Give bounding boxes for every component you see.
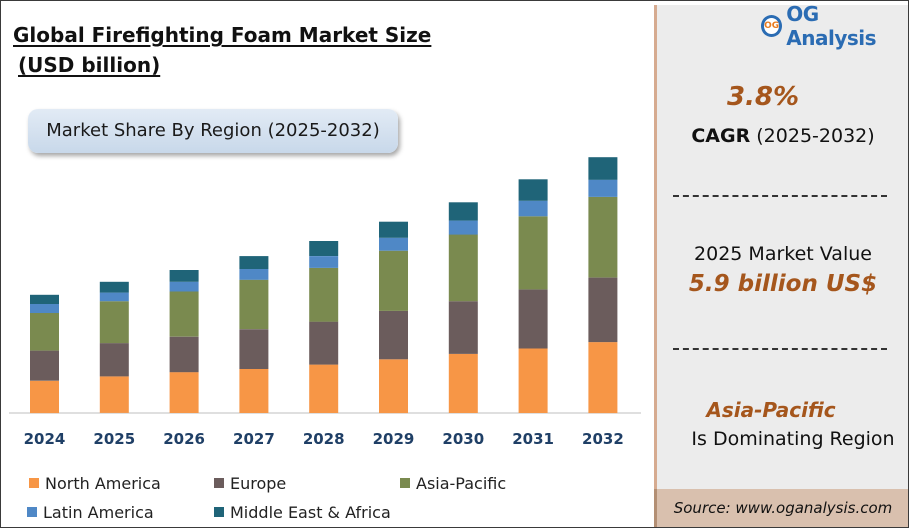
legend-swatch-north-america [29,478,39,488]
bar-latin-america-2032 [588,179,618,197]
bar-mea-2030 [448,202,478,221]
bar-europe-2031 [518,289,548,349]
bar-asia-pacific-2027 [239,279,269,330]
subtitle-banner: Market Share By Region (2025-2032) [28,109,398,153]
bar-mea-2032 [588,157,618,180]
legend-label-north-america: North America [45,473,161,493]
source-bar: Source: www.oganalysis.com [654,489,908,527]
bar-asia-pacific-2025 [99,301,129,344]
legend-item-north-america: North America [29,471,161,495]
og-analysis-logo: OG OG Analysis [761,2,908,50]
bar-latin-america-2031 [518,200,548,217]
x-tick-label-2027: 2027 [233,430,275,448]
bar-north-america-2025 [99,376,129,413]
bar-europe-2032 [588,277,618,343]
dominating-region: Asia-Pacific [706,398,836,422]
x-tick-label-2030: 2030 [442,430,484,448]
bar-north-america-2030 [448,353,478,413]
x-tick-label-2029: 2029 [373,430,415,448]
bar-north-america-2026 [169,372,199,413]
bar-europe-2026 [169,336,199,373]
legend-item-mea: Middle East & Africa [214,500,391,524]
bar-north-america-2024 [30,380,59,414]
bar-asia-pacific-2028 [309,267,339,322]
logo-name: OG Analysis [786,2,877,50]
cagr-label: CAGR (2025-2032) [657,125,908,147]
chart-unit: (USD billion) [18,53,161,77]
x-tick-label-2032: 2032 [582,430,624,448]
bar-europe-2027 [239,329,269,369]
bar-asia-pacific-2026 [169,291,199,337]
legend-swatch-asia-pacific [400,478,410,488]
bar-europe-2025 [99,343,129,377]
dominating-region-label: Is Dominating Region [691,428,895,450]
bar-mea-2025 [99,281,129,293]
bar-europe-2028 [309,321,339,365]
source-text: Source: www.oganalysis.com [673,499,893,517]
x-tick-label-2025: 2025 [93,430,135,448]
x-tick-label-2028: 2028 [303,430,345,448]
chart-legend: North America Europe Asia-Pacific Latin … [15,469,635,527]
bar-north-america-2028 [309,364,339,413]
bar-mea-2027 [239,256,269,269]
bar-latin-america-2025 [99,292,129,302]
legend-item-europe: Europe [214,471,286,495]
legend-swatch-mea [214,507,224,517]
bar-latin-america-2029 [379,237,408,251]
legend-label-asia-pacific: Asia-Pacific [416,473,507,493]
cagr-title: CAGR [691,125,751,147]
bar-asia-pacific-2029 [379,250,408,311]
bar-latin-america-2024 [30,304,59,313]
divider-2 [673,348,887,350]
market-value-label: 2025 Market Value [694,243,872,265]
bar-asia-pacific-2031 [518,216,548,290]
bar-north-america-2032 [588,342,618,414]
bar-north-america-2029 [379,359,408,414]
divider-1 [673,195,887,197]
bar-mea-2028 [309,241,339,256]
bar-asia-pacific-2032 [588,196,618,278]
cagr-value: 3.8% [726,82,800,112]
bar-mea-2026 [169,270,199,282]
bar-europe-2029 [379,310,408,360]
legend-swatch-latin-america [27,507,37,517]
legend-item-latin-america: Latin America [27,500,154,524]
bar-mea-2024 [30,294,59,304]
bar-north-america-2027 [239,368,269,413]
cagr-period: (2025-2032) [756,125,875,147]
bar-mea-2029 [379,221,408,238]
x-tick-label-2026: 2026 [163,430,205,448]
bar-latin-america-2028 [309,256,339,268]
bar-asia-pacific-2030 [448,234,478,302]
x-tick-label-2024: 2024 [24,430,66,448]
market-value: 5.9 billion US$ [688,271,878,297]
logo-mark-icon: OG [761,15,783,37]
bar-latin-america-2026 [169,281,199,292]
legend-label-mea: Middle East & Africa [230,502,391,522]
legend-label-europe: Europe [230,473,287,493]
legend-item-asia-pacific: Asia-Pacific [400,471,506,495]
chart-subtitle: Market Share By Region (2025-2032) [46,120,380,141]
bar-mea-2031 [518,179,548,201]
bar-latin-america-2030 [448,220,478,235]
bar-asia-pacific-2024 [30,313,59,351]
bar-europe-2030 [448,301,478,354]
bar-north-america-2031 [518,348,548,413]
summary-panel: OG OG Analysis 3.8% CAGR (2025-2032) 202… [654,2,908,489]
bar-europe-2024 [30,350,59,381]
stacked-bar-chart: 2024 2025 2026 2027 2028 2029 2030 2031 2032 [9,157,641,448]
chart-title: Global Firefighting Foam Market Size [13,23,432,47]
x-tick-label-2031: 2031 [512,430,554,448]
bar-latin-america-2027 [239,269,269,280]
legend-label-latin-america: Latin America [43,502,154,522]
legend-swatch-europe [214,478,224,488]
